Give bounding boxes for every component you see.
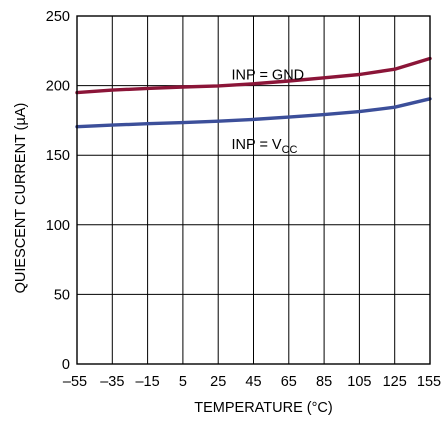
series-label-main: INP = GND <box>232 67 305 83</box>
x-tick-label: 155 <box>417 374 441 390</box>
series-label-inp-vcc: INP = VCC <box>232 137 298 156</box>
y-tick-label: 50 <box>54 287 70 303</box>
x-tick-label: 105 <box>347 374 371 390</box>
x-tick-label: –55 <box>63 374 87 390</box>
plot-frame <box>76 15 431 365</box>
series-label-subscript: CC <box>282 144 298 156</box>
y-axis-ticks: 0 50 100 150 200 250 <box>46 9 70 373</box>
y-tick-label: 100 <box>46 218 70 234</box>
grid <box>77 16 430 364</box>
series-line-inp-gnd <box>75 56 432 95</box>
x-axis-ticks: –55 –35 –15 5 25 45 65 85 105 125 155 <box>63 374 441 390</box>
series-labels: INP = GND INP = VCC <box>232 67 305 156</box>
y-tick-label: 250 <box>46 9 70 25</box>
y-axis-title: QUIESCENT CURRENT (µA) <box>13 103 29 294</box>
x-tick-label: 5 <box>179 374 187 390</box>
y-tick-label: 200 <box>46 79 70 95</box>
y-tick-label: 0 <box>62 357 70 373</box>
y-tick-label: 150 <box>46 148 70 164</box>
series-line-inp-vcc <box>75 97 432 129</box>
x-tick-label: 25 <box>210 374 226 390</box>
x-tick-label: 125 <box>383 374 407 390</box>
x-tick-label: 45 <box>245 374 261 390</box>
x-axis-title: TEMPERATURE (°C) <box>194 400 332 416</box>
x-tick-label: 65 <box>281 374 297 390</box>
x-tick-label: –35 <box>100 374 124 390</box>
x-tick-label: –15 <box>135 374 159 390</box>
series-lines <box>75 56 432 129</box>
series-label-main: INP = V <box>232 137 282 153</box>
x-tick-label: 85 <box>316 374 332 390</box>
series-label-inp-gnd: INP = GND <box>232 67 305 83</box>
